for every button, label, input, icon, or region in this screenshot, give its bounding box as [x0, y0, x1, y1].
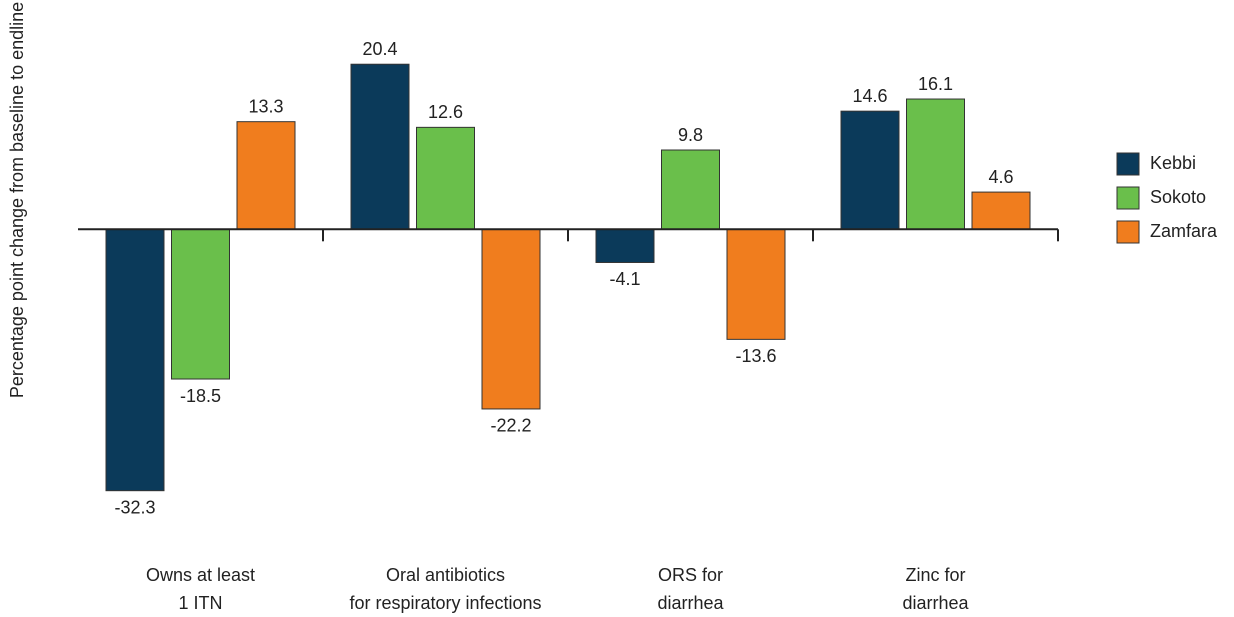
- legend-label: Sokoto: [1150, 187, 1206, 207]
- data-label: 4.6: [988, 167, 1013, 187]
- legend-label: Zamfara: [1150, 221, 1218, 241]
- legend-label: Kebbi: [1150, 153, 1196, 173]
- legend-swatch: [1116, 186, 1140, 210]
- y-axis-label: Percentage point change from baseline to…: [7, 2, 27, 398]
- bar: [840, 110, 900, 230]
- bar: [971, 191, 1031, 230]
- legend-swatch: [1116, 152, 1140, 176]
- data-label: 12.6: [428, 102, 463, 122]
- data-label: -32.3: [114, 497, 155, 517]
- bar: [236, 121, 296, 230]
- x-tick-label: Oral antibiotics for respiratory infecti…: [349, 565, 542, 613]
- legend-swatch: [1116, 220, 1140, 244]
- bar: [661, 149, 720, 230]
- bar: [171, 228, 230, 380]
- data-label: -18.5: [180, 386, 221, 406]
- data-label: -4.1: [609, 269, 640, 289]
- x-tick-label: ORS for diarrhea: [657, 565, 724, 613]
- bar: [481, 228, 541, 410]
- bar: [416, 126, 475, 230]
- bar: [350, 63, 410, 230]
- data-label: -22.2: [490, 416, 531, 436]
- data-label: 20.4: [362, 39, 397, 59]
- x-tick-label: Zinc for diarrhea: [902, 565, 969, 613]
- bar: [726, 228, 786, 340]
- data-label: 9.8: [678, 125, 703, 145]
- data-label: 16.1: [918, 74, 953, 94]
- bar: [105, 228, 165, 492]
- bar: [595, 228, 655, 263]
- data-label: 13.3: [248, 96, 283, 116]
- x-tick-label: Owns at least 1 ITN: [145, 565, 256, 613]
- bar: [906, 98, 965, 230]
- data-label: 14.6: [852, 86, 887, 106]
- data-label: -13.6: [735, 346, 776, 366]
